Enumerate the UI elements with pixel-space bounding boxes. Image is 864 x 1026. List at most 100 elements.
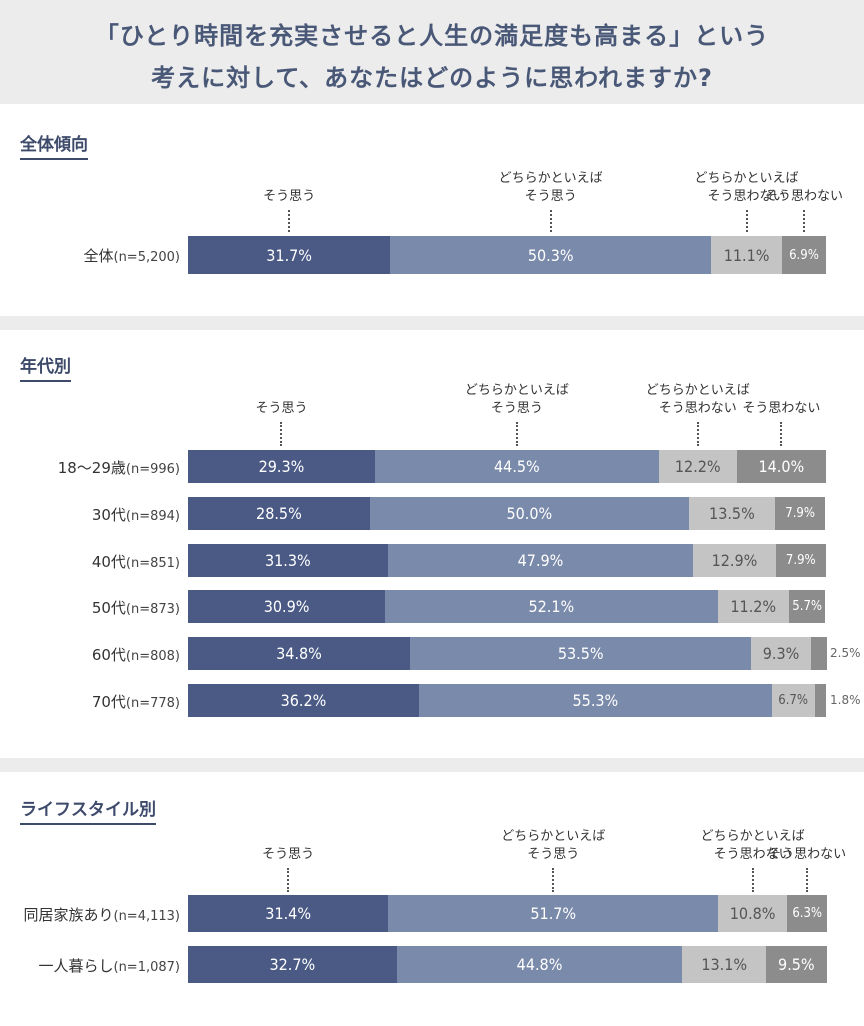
legend-label-agree: そう思う — [255, 401, 308, 416]
data-label: 44.5% — [494, 457, 540, 476]
legend-leader-line — [280, 422, 283, 446]
data-label: 2.5% — [830, 645, 861, 660]
legend-leader-line — [806, 868, 809, 892]
data-label: 32.7% — [269, 955, 316, 974]
bar-segment-agree: 29.3% — [188, 450, 375, 483]
row-label-n: (n=5,200) — [113, 250, 181, 265]
row-label-name: 同居家族あり — [23, 905, 114, 924]
bar-segment-somewhat-agree: 51.7% — [388, 895, 719, 932]
bar-segment-somewhat-disagree: 13.1% — [682, 946, 766, 983]
row-label: 60代(n=808) — [0, 644, 180, 665]
bar-segment-somewhat-disagree: 12.9% — [693, 544, 776, 577]
data-label: 44.8% — [516, 955, 563, 974]
row-label-name: 18〜29歳 — [57, 458, 126, 477]
data-label: 7.9% — [785, 506, 815, 521]
data-label: 11.2% — [730, 597, 777, 616]
section-divider — [0, 316, 864, 330]
data-label: 9.5% — [778, 955, 815, 974]
data-label: 29.3% — [258, 457, 305, 476]
data-label: 6.9% — [789, 247, 819, 263]
row-label-n: (n=808) — [125, 648, 180, 664]
legend-label-agree: そう思う — [263, 189, 316, 204]
row-label-n: (n=1,087) — [113, 959, 181, 975]
bar-segment-somewhat-disagree: 9.3% — [751, 637, 811, 670]
data-label: 6.3% — [792, 906, 823, 921]
legend-label-disagree: そう思わない — [742, 401, 821, 416]
data-label: 13.5% — [709, 504, 755, 523]
row-label-name: 全体 — [83, 247, 114, 265]
row-label-name: 50代 — [91, 598, 126, 617]
data-label: 47.9% — [517, 551, 564, 570]
data-label: 50.3% — [527, 245, 574, 265]
bar-segment-disagree: 14.0% — [736, 450, 826, 483]
section-title: 全体傾向 — [20, 130, 88, 160]
data-label: 52.1% — [528, 597, 575, 616]
bar-segment-agree: 31.3% — [188, 544, 388, 577]
data-label: 6.7% — [778, 693, 808, 708]
bar-segment-agree: 30.9% — [188, 590, 386, 623]
row-label-n: (n=894) — [125, 508, 180, 524]
legend-leader-line — [696, 422, 699, 446]
row-label-n: (n=996) — [125, 461, 180, 477]
bar-segment-somewhat-disagree: 11.1% — [711, 236, 782, 274]
bar-segment-somewhat-agree: 55.3% — [418, 684, 772, 717]
legend-leader-line — [780, 422, 783, 446]
legend-label-somewhat-agree: どちらかといえば そう思う — [498, 171, 603, 204]
data-label: 31.7% — [266, 245, 312, 265]
bar-segment-agree: 32.7% — [188, 946, 397, 983]
row-label: 40代(n=851) — [0, 551, 180, 572]
legend-leader-line — [287, 868, 290, 892]
bar-segment-somewhat-disagree: 12.2% — [658, 450, 737, 483]
section-title: ライフスタイル別 — [20, 795, 156, 825]
bar-segment-agree: 28.5% — [188, 497, 370, 530]
bar-segment-agree: 34.8% — [188, 637, 411, 670]
data-label: 7.9% — [785, 553, 816, 568]
data-label: 31.4% — [265, 904, 312, 923]
bar-segment-agree: 31.4% — [188, 895, 389, 932]
legend-label-somewhat-agree: どちらかといえば そう思う — [501, 829, 606, 862]
row-label-name: 一人暮らし — [38, 956, 114, 975]
bar-segment-somewhat-agree: 53.5% — [410, 637, 752, 670]
data-label: 55.3% — [572, 691, 619, 710]
data-label: 1.8% — [830, 692, 861, 707]
bar-segment-agree: 36.2% — [188, 684, 419, 717]
bar-segment-somewhat-disagree: 13.5% — [688, 497, 775, 530]
data-label: 28.5% — [256, 504, 302, 523]
bar-segment-somewhat-disagree: 11.2% — [717, 590, 789, 623]
bar-segment-somewhat-agree: 52.1% — [385, 590, 718, 623]
data-label: 12.2% — [674, 457, 721, 476]
legend-leader-line — [802, 210, 805, 232]
legend-leader-line — [552, 868, 555, 892]
legend-label-disagree: そう思わない — [764, 189, 843, 204]
bar-segment-disagree: 6.3% — [787, 895, 828, 932]
legend-label-somewhat-disagree: どちらかといえば そう思わない — [645, 383, 750, 416]
data-label: 11.1% — [723, 245, 770, 265]
data-label: 5.7% — [792, 599, 823, 614]
row-label-n: (n=873) — [125, 601, 180, 617]
bar-segment-disagree — [810, 637, 827, 670]
row-label-n: (n=778) — [125, 695, 180, 711]
row-label: 一人暮らし(n=1,087) — [0, 955, 180, 976]
data-label: 50.0% — [506, 504, 553, 523]
row-label-name: 40代 — [91, 552, 126, 571]
row-label: 30代(n=894) — [0, 504, 180, 525]
legend-leader-line — [549, 210, 552, 232]
legend-label-agree: そう思う — [262, 847, 315, 862]
row-label: 18〜29歳(n=996) — [0, 457, 180, 478]
data-label: 31.3% — [264, 551, 311, 570]
bar-segment-somewhat-agree: 44.5% — [374, 450, 659, 483]
data-label: 51.7% — [530, 904, 577, 923]
legend-leader-line — [751, 868, 754, 892]
row-label: 全体(n=5,200) — [0, 245, 180, 266]
bar-segment-somewhat-agree: 47.9% — [387, 544, 694, 577]
legend-leader-line — [288, 210, 291, 232]
data-label: 12.9% — [711, 551, 758, 570]
legend-label-disagree: そう思わない — [768, 847, 847, 862]
bar-segment-somewhat-agree: 50.0% — [369, 497, 689, 530]
bar-segment-somewhat-agree: 44.8% — [396, 946, 683, 983]
row-label: 50代(n=873) — [0, 597, 180, 618]
bar-segment-disagree: 9.5% — [766, 946, 827, 983]
row-label: 同居家族あり(n=4,113) — [0, 904, 180, 925]
bar-segment-somewhat-disagree: 6.7% — [771, 684, 815, 717]
legend-leader-line — [515, 422, 518, 446]
